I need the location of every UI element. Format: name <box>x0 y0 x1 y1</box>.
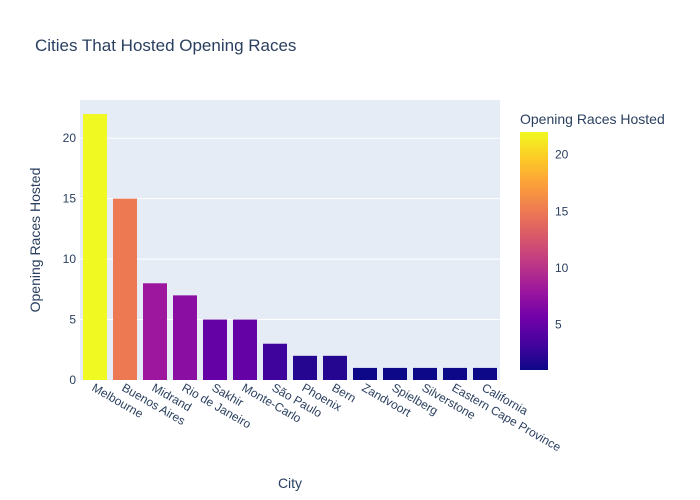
bar[interactable] <box>263 343 287 380</box>
colorbar <box>520 132 548 370</box>
colorbar-title: Opening Races Hosted <box>520 111 665 127</box>
bar[interactable] <box>113 198 137 380</box>
y-tick-label: 10 <box>63 252 77 266</box>
y-tick-label: 0 <box>69 373 76 387</box>
bar[interactable] <box>83 114 107 381</box>
bar[interactable] <box>293 355 317 380</box>
colorbar-tick-label: 15 <box>555 204 569 218</box>
colorbar-tick-label: 20 <box>555 148 569 162</box>
bars <box>83 114 497 381</box>
y-tick-label: 15 <box>63 192 77 206</box>
bar[interactable] <box>473 367 497 380</box>
bar[interactable] <box>173 295 197 380</box>
bar[interactable] <box>323 355 347 380</box>
y-axis-title: Opening Races Hosted <box>27 168 43 313</box>
chart-title: Cities That Hosted Opening Races <box>35 36 296 55</box>
y-tick-label: 20 <box>63 131 77 145</box>
colorbar-tick-label: 5 <box>555 318 562 332</box>
x-axis-title: City <box>278 475 302 491</box>
bar[interactable] <box>413 367 437 380</box>
bar[interactable] <box>203 319 227 380</box>
bar[interactable] <box>353 367 377 380</box>
y-axis-ticks: 0 5 10 15 20 <box>63 131 77 387</box>
colorbar-ticks: 5 10 15 20 <box>555 148 569 332</box>
bar[interactable] <box>443 367 467 380</box>
bar[interactable] <box>143 283 167 380</box>
colorbar-tick-label: 10 <box>555 261 569 275</box>
y-tick-label: 5 <box>69 313 76 327</box>
bar[interactable] <box>383 367 407 380</box>
bar[interactable] <box>233 319 257 380</box>
